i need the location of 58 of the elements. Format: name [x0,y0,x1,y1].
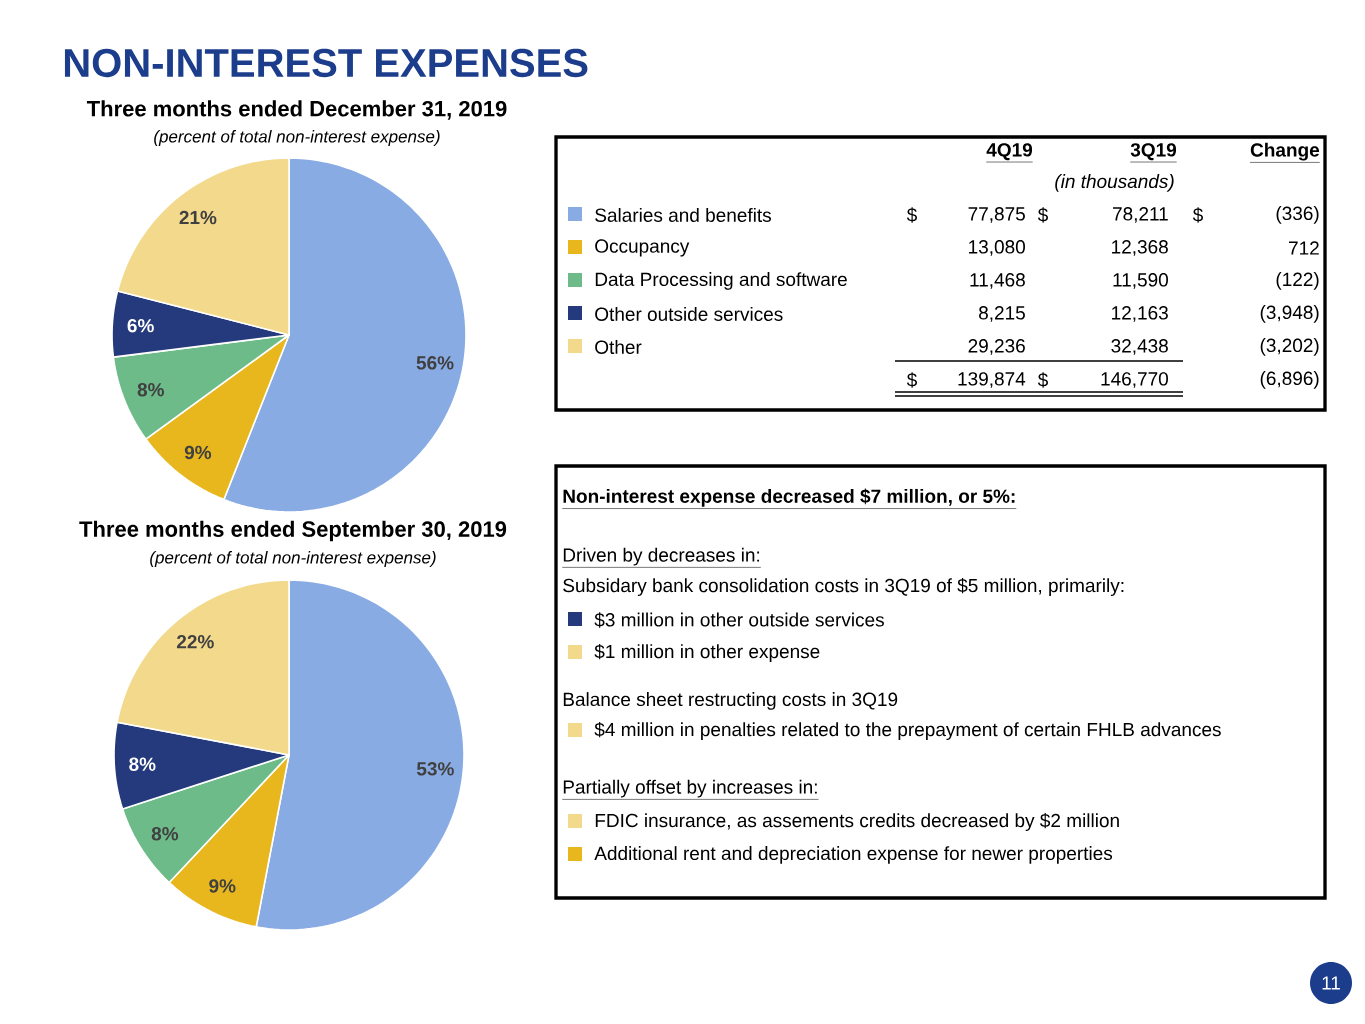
text: 11,468 [970,273,1025,289]
data-label: 8% [129,757,156,771]
text: 712 [1289,241,1319,255]
text: $ [906,372,917,388]
text: (percent of total non-interest expense) [150,551,436,567]
legend-label: Other outside services [595,307,783,321]
text: Change [1250,142,1320,161]
data-label: 53% [416,762,454,776]
text: 11,590 [1113,273,1168,289]
data-label: 8% [151,827,179,841]
text: 11 [1322,976,1340,990]
legend-label: Other [595,340,642,354]
data-label: 21% [179,210,217,225]
text: 29,236 [968,339,1025,355]
text: (in thousands) [1055,174,1174,192]
data-label: 9% [209,879,236,893]
text: Additional rent and depreciation expense for newer properties [594,846,1113,864]
text: 12,368 [1112,240,1168,256]
text: (percent of total non-interest expense) [154,130,440,146]
text: 3Q19 [1130,143,1177,161]
text: 77,875 [968,207,1025,223]
text: Partially offset by increases in: [563,779,817,798]
legend-label: Occupancy [595,239,690,257]
data-label: 56% [416,356,454,370]
text: Balance sheet restructing costs in 3Q19 [563,692,898,710]
chart-title: Three months ended September 30, 2019 [79,520,507,542]
text: (122) [1276,272,1319,290]
text: Driven by decreases in: [563,547,760,566]
text: $1 million in other expense [594,643,820,662]
text: $ [906,207,917,223]
chart-subtitle: Three months ended December 31, 2019 [86,100,507,120]
text: (3,202) [1260,338,1319,356]
text: 32,438 [1111,339,1168,355]
legend-label: Salaries and benefits [595,208,771,222]
text: $3 million in other outside services [594,612,884,628]
text: Subsidary bank consolidation costs in 3Q19 of $5 million, primarily: [563,577,1124,596]
text: $ [1037,372,1048,388]
text: (6,896) [1260,371,1319,389]
data-label: 6% [127,318,154,333]
text: 4Q19 [986,143,1033,161]
chart-title: NON-INTEREST EXPENSES [64,48,588,78]
legend-label: Data Processing and software [595,272,847,290]
text: $ [1037,207,1048,223]
data-label: 9% [184,445,212,460]
text: 146,770 [1101,372,1168,388]
text: Non-interest expense decreased $7 million, or 5%: [563,488,1015,507]
data-label: 8% [137,382,164,397]
text: (336) [1276,206,1319,224]
text: 78,211 [1113,207,1168,223]
text: 8,215 [979,306,1025,322]
text: (3,948) [1260,305,1319,323]
text: $ [1192,207,1203,223]
text: FDIC insurance, as assements credits decreased by $2 million [595,812,1119,831]
text: 13,080 [969,240,1025,256]
text: 12,163 [1112,306,1168,322]
data-label: 22% [176,635,214,649]
text: $4 million in penalties related to the prepayment of certain FHLB advances [594,721,1221,740]
text: 139,874 [958,372,1026,388]
